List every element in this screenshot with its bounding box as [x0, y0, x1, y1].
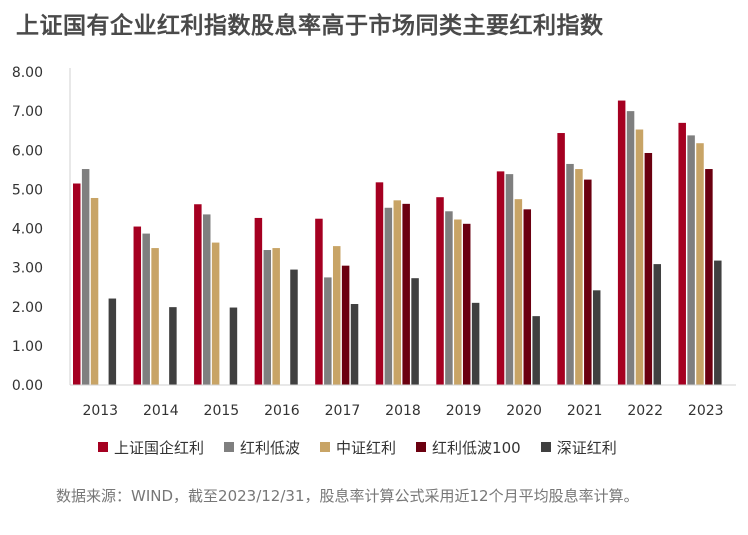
bar — [471, 302, 480, 385]
bars — [73, 100, 722, 386]
bar — [350, 304, 359, 385]
y-tick-label: 7.00 — [12, 104, 43, 120]
legend: 上证国企红利 红利低波 中证红利 红利低波100 深证红利 — [98, 436, 617, 458]
bar — [462, 223, 471, 385]
legend-item: 红利低波 — [224, 437, 300, 458]
bar — [566, 163, 574, 385]
legend-swatch — [320, 442, 331, 452]
bar — [272, 248, 280, 385]
legend-item: 深证红利 — [540, 437, 617, 458]
legend-label: 中证红利 — [336, 438, 397, 457]
bar — [635, 129, 644, 385]
bar — [81, 169, 90, 385]
legend-swatch — [540, 442, 551, 452]
x-tick-label: 2022 — [627, 403, 663, 419]
x-tick-label: 2015 — [204, 403, 240, 419]
y-tick-label: 4.00 — [12, 222, 43, 238]
legend-swatch — [224, 442, 235, 452]
bar — [73, 183, 81, 385]
bar — [169, 307, 177, 385]
chart-title: 上证国有企业红利指数股息率高于市场同类主要红利指数 — [16, 13, 604, 39]
bar — [454, 219, 462, 385]
x-tick-label: 2017 — [325, 403, 361, 419]
legend-label: 深证红利 — [556, 438, 617, 457]
bar — [496, 171, 505, 385]
bar — [436, 197, 444, 385]
bar — [653, 264, 662, 385]
y-tick-label: 6.00 — [12, 143, 43, 159]
bar — [592, 290, 601, 385]
bar — [626, 111, 635, 385]
bar — [263, 250, 272, 385]
x-tick-label: 2021 — [567, 403, 603, 419]
bar — [523, 209, 532, 385]
bar — [532, 316, 540, 385]
bar — [202, 214, 211, 385]
y-axis: 0.00 1.00 2.00 3.00 4.00 5.00 6.00 7.00 8.00 — [12, 65, 71, 394]
x-tick-label: 2018 — [385, 403, 421, 419]
bar — [505, 174, 514, 385]
bar — [687, 135, 695, 385]
legend-item: 上证国企红利 — [98, 437, 204, 458]
bar — [557, 133, 565, 385]
x-tick-label: 2020 — [506, 403, 542, 419]
x-tick-label: 2019 — [446, 403, 482, 419]
bar — [402, 203, 410, 385]
x-tick-label: 2023 — [688, 403, 724, 419]
bar — [575, 169, 583, 385]
bar — [290, 269, 298, 385]
x-axis: 2013 2014 2015 2016 2017 2018 2019 2020 2021 2022… — [70, 384, 736, 419]
bar — [696, 143, 704, 385]
bar — [375, 182, 384, 385]
bar — [678, 122, 686, 386]
bar — [332, 246, 341, 385]
bar — [108, 298, 117, 385]
bar — [617, 100, 626, 385]
bar — [315, 218, 323, 385]
bar — [90, 197, 99, 385]
bar — [714, 260, 722, 385]
bar — [324, 277, 332, 385]
bar — [514, 199, 523, 385]
bar — [254, 217, 263, 385]
bar — [133, 226, 142, 385]
bar — [411, 278, 419, 385]
legend-label: 红利低波100 — [432, 438, 521, 457]
legend-swatch — [98, 442, 108, 452]
y-tick-label: 8.00 — [12, 65, 43, 81]
legend-label: 红利低波 — [240, 438, 301, 457]
x-tick-label: 2016 — [264, 403, 300, 419]
x-tick-label: 2014 — [143, 403, 179, 419]
bar — [584, 179, 592, 385]
bar — [341, 265, 350, 385]
y-tick-label: 3.00 — [12, 261, 43, 277]
y-tick-label: 0.00 — [12, 378, 43, 394]
legend-item: 中证红利 — [320, 437, 396, 458]
y-tick-label: 1.00 — [12, 339, 43, 355]
legend-item: 红利低波100 — [416, 437, 521, 458]
bar — [229, 307, 238, 385]
bar — [445, 211, 453, 385]
bar — [384, 207, 393, 385]
bar — [211, 242, 220, 385]
x-tick-label: 2013 — [82, 403, 118, 419]
bar — [393, 200, 402, 385]
legend-swatch — [416, 442, 427, 452]
y-tick-label: 5.00 — [12, 182, 43, 198]
legend-label: 上证国企红利 — [114, 438, 205, 457]
bar — [644, 152, 653, 385]
bar — [151, 248, 159, 385]
bar — [142, 233, 150, 385]
y-tick-label: 2.00 — [12, 300, 43, 316]
source-note: 数据来源：WIND，截至2023/12/31，股息率计算公式采用近12个月平均股… — [56, 487, 639, 505]
bar — [194, 204, 202, 385]
bar — [705, 169, 713, 385]
